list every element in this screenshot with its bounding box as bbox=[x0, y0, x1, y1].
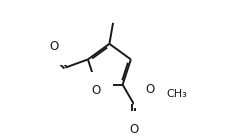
Text: O: O bbox=[146, 83, 155, 96]
Text: O: O bbox=[91, 84, 101, 97]
Text: O: O bbox=[129, 123, 138, 136]
Text: O: O bbox=[49, 40, 58, 53]
Text: CH₃: CH₃ bbox=[166, 89, 187, 99]
